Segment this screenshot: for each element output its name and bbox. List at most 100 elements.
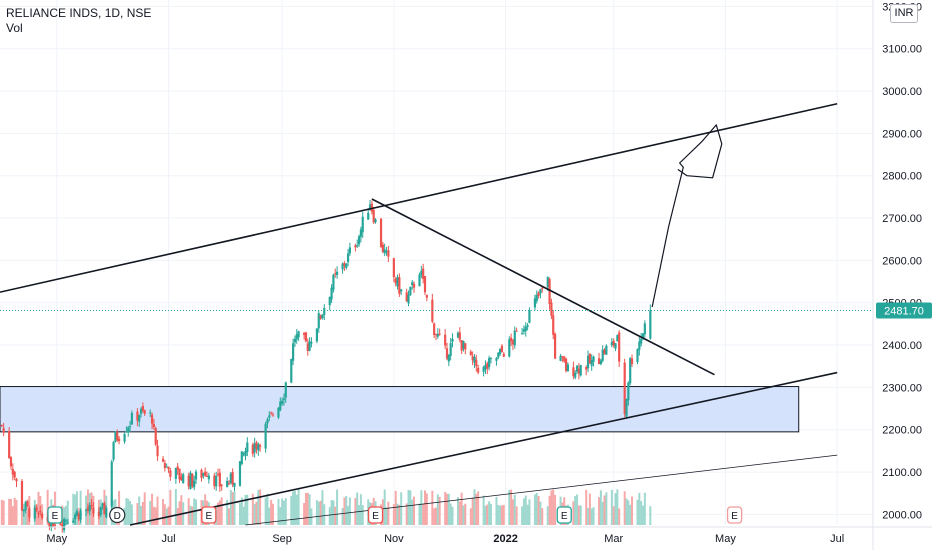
candle-body [552,315,555,335]
candle-body [48,521,51,528]
volume-bar [167,506,170,525]
candle-body [510,337,513,342]
candle-body [238,461,242,486]
candle-body [114,431,117,442]
volume-bar [282,500,285,525]
candle-body [511,340,515,345]
candle-body [471,356,474,361]
volume-bar [138,496,141,525]
candle-body [310,342,313,344]
event-marker-e[interactable]: E [201,506,217,524]
candle-body [354,245,357,248]
time-tick-label: Nov [384,533,404,545]
candle-body [191,473,194,487]
candle-body [438,333,441,335]
volume-bar [541,508,544,525]
currency-badge[interactable]: INR [890,4,918,23]
candle-body [585,366,588,370]
event-marker-e[interactable]: E [367,506,384,524]
volume-bar [599,490,602,525]
candle-body [486,363,489,369]
candle-body [189,472,192,489]
volume-bar [176,508,179,525]
candle-body [330,287,333,300]
volume-bar [310,508,313,525]
volume-bar [226,499,229,525]
volume-bar [629,504,632,525]
event-marker-label: E [206,511,213,522]
volume-bar [500,505,503,525]
volume-bar [11,506,14,525]
candle-body [277,407,280,418]
candle-body [627,382,630,401]
candle-body [290,358,293,383]
volume-bar [264,497,267,525]
event-marker-label: E [561,511,568,522]
candle-body [319,315,322,319]
candle-body [8,431,11,459]
candle-body [92,507,95,514]
volume-bar [385,507,388,525]
candle-body [411,282,414,286]
candle-body [449,343,452,356]
event-marker-e[interactable]: E [47,506,63,524]
volume-bar [217,502,219,525]
volume-bar [72,493,75,525]
candle-body [444,334,447,346]
volume-bar [537,496,540,525]
symbol-title: RELIANCE INDS, 1D, NSE [6,6,152,20]
candle-body [53,524,57,526]
volume-bar [550,490,553,525]
candle-body [508,339,511,357]
volume-bar [610,489,613,525]
event-badge [201,506,217,524]
candle-body [150,414,154,424]
volume-bar [387,501,390,525]
candle-body [640,338,643,344]
volume-bar [143,492,146,525]
volume-bar [424,490,427,525]
candle-body [284,382,287,398]
candle-body [592,356,595,362]
candle-body [39,510,42,512]
volume-bar [433,508,436,525]
candle-body [418,274,421,287]
candle-body [306,343,309,351]
volume-bar [535,492,538,525]
candle-body [381,244,384,252]
volume-bar [488,501,491,525]
volume-bar [497,504,500,525]
candle-body [346,253,350,263]
event-marker-e[interactable]: E [556,506,572,524]
candle-body [15,478,18,482]
candle-body [460,340,463,351]
volume-bar [460,492,463,525]
volume-bar [101,505,104,525]
volume-bar [471,497,474,525]
candle-body [227,483,231,485]
candle-body [477,367,480,373]
volume-bar [548,495,551,525]
candle-body [550,302,553,316]
event-marker-label: D [114,511,121,522]
volume-bar [321,490,324,525]
volume-bar [63,507,66,525]
candle-body [194,471,198,480]
event-marker-label: E [52,511,59,522]
event-marker-e[interactable]: E [726,506,743,524]
price-tick-label: 2100.00 [882,467,922,479]
candle-body [138,415,141,422]
volume-bar [587,507,590,525]
volume-bar [588,493,591,525]
candle-body [629,358,632,384]
volume-bar [435,507,437,525]
volume-bar [447,493,450,525]
volume-bar [246,494,249,525]
volume-bar [308,494,311,525]
volume-bar [303,503,306,525]
volume-bar [163,504,166,525]
volume-bar [572,501,575,525]
event-marker-d[interactable]: D [109,506,126,524]
volume-bar [422,503,425,525]
